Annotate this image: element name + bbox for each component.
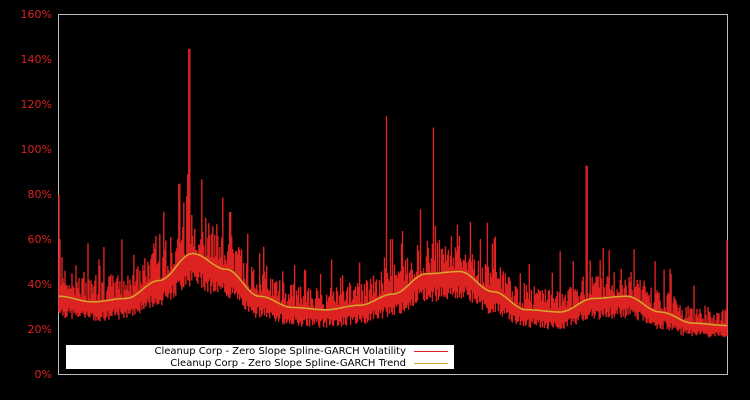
- legend-item-volatility: Cleanup Corp - Zero Slope Spline-GARCH V…: [154, 345, 448, 357]
- chart-legend: Cleanup Corp - Zero Slope Spline-GARCH V…: [66, 345, 454, 369]
- y-tick: 40%: [27, 278, 52, 291]
- y-tick: 140%: [20, 53, 52, 66]
- plot-area: [58, 14, 728, 375]
- y-tick: 100%: [20, 143, 52, 156]
- y-tick: 60%: [27, 233, 52, 246]
- y-tick: 120%: [20, 98, 52, 111]
- legend-label: Cleanup Corp - Zero Slope Spline-GARCH T…: [170, 357, 406, 369]
- y-tick: 20%: [27, 323, 52, 336]
- y-tick: 80%: [27, 188, 52, 201]
- trend-series: [59, 252, 727, 327]
- legend-swatch-gold: [414, 362, 448, 364]
- legend-label: Cleanup Corp - Zero Slope Spline-GARCH V…: [154, 345, 406, 357]
- legend-swatch-red: [414, 350, 448, 352]
- y-tick: 0%: [34, 368, 52, 381]
- legend-item-trend: Cleanup Corp - Zero Slope Spline-GARCH T…: [170, 357, 448, 369]
- y-tick: 160%: [20, 8, 52, 21]
